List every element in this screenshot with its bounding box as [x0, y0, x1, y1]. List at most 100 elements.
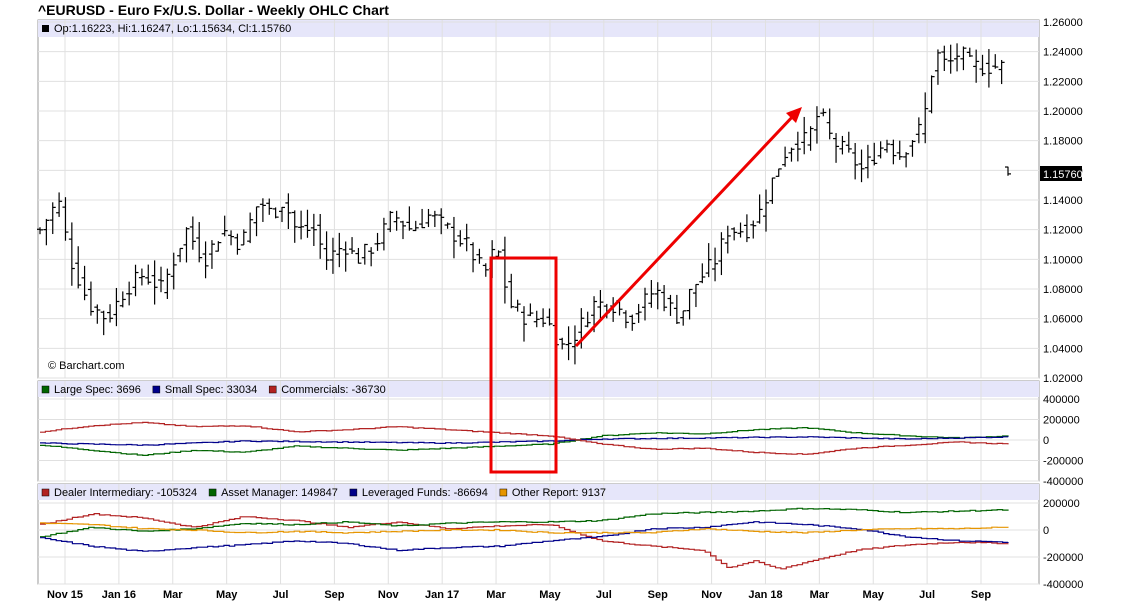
ohlc-bar — [890, 139, 897, 165]
ohlc-bar — [763, 189, 769, 232]
x-tick-label: Jul — [919, 589, 935, 601]
price-y-tick: 1.04000 — [1043, 343, 1083, 355]
ohlc-bar — [43, 218, 50, 246]
ohlc-bar — [349, 237, 356, 254]
ohlc-bar — [839, 135, 846, 155]
series-line-large-spec — [40, 427, 1009, 456]
legend-swatch — [41, 488, 50, 497]
ohlc-bar — [444, 222, 451, 229]
legend-label: Small Spec: 33034 — [165, 384, 257, 396]
ohlc-bar — [342, 241, 349, 272]
cot1-lines — [40, 421, 1009, 456]
ohlc-bar — [661, 285, 668, 312]
ohlc-bar — [279, 206, 285, 223]
ohlc-bar — [750, 220, 757, 239]
ohlc-bar — [998, 59, 1005, 85]
ohlc-bar — [820, 108, 827, 117]
ohlc-bar — [49, 202, 56, 235]
ohlc-bar — [699, 263, 706, 284]
series-line-dealer-intermediary — [40, 513, 1009, 570]
series-line-commercials — [40, 421, 1009, 455]
x-tick-label: May — [216, 589, 238, 601]
ohlc-bar — [266, 198, 273, 215]
ohlc-bar — [743, 214, 750, 243]
ohlc-bar — [546, 308, 553, 326]
ohlc-bar — [985, 49, 992, 88]
ohlc-bar — [393, 210, 400, 231]
ohlc-bar — [533, 310, 540, 328]
ohlc-bar — [62, 197, 69, 241]
price-y-tick: 1.08000 — [1043, 284, 1083, 296]
ohlc-bar — [705, 243, 712, 278]
ohlc-bar — [1005, 166, 1011, 176]
ohlc-bar — [947, 44, 954, 74]
ohlc-bar — [412, 220, 419, 232]
ohlc-bar — [234, 233, 241, 255]
x-tick-label: May — [863, 589, 885, 601]
ohlc-bar — [782, 146, 789, 167]
ohlc-bar — [960, 46, 967, 71]
legend-label: Commercials: -36730 — [281, 384, 386, 396]
ohlc-bar — [400, 220, 406, 240]
ohlc-bar — [501, 236, 508, 304]
ohlc-bar — [450, 216, 457, 259]
series-line-small-spec — [40, 436, 1009, 446]
legend-swatch — [499, 488, 508, 497]
ohlc-bar — [196, 222, 203, 263]
ohlc-bar — [629, 314, 636, 331]
ohlc-bar — [521, 306, 527, 342]
ohlc-bar — [877, 141, 884, 159]
x-tick-label: Sep — [971, 589, 991, 601]
cot2-panel — [37, 483, 1040, 585]
ohlc-bar — [202, 241, 209, 279]
ohlc-bar — [718, 232, 725, 276]
ohlc-bar — [622, 310, 629, 329]
annotation-box — [489, 256, 558, 474]
cot1-legend: Large Spec: 3696 Small Spec: 33034 Commerc… — [41, 384, 386, 396]
ohlc-bar — [597, 289, 604, 320]
ohlc-bar — [164, 268, 171, 299]
x-tick-label: Nov — [701, 589, 723, 601]
x-tick-label: Jan 17 — [425, 589, 459, 601]
ohlc-bar — [667, 294, 674, 316]
ohlc-bar — [285, 193, 292, 230]
ohlc-bar — [107, 304, 114, 323]
ohlc-bar — [508, 273, 515, 309]
x-tick-label: May — [539, 589, 561, 601]
cot-y-tick: -200000 — [1043, 552, 1083, 564]
x-tick-label: Nov 15 — [47, 589, 83, 601]
price-y-tick: 1.06000 — [1043, 314, 1083, 326]
cot2-legend-band — [38, 484, 1039, 500]
ohlc-bar — [298, 210, 305, 240]
ohlc-bar — [775, 168, 782, 177]
ohlc-bar — [75, 246, 82, 289]
x-tick-label: Mar — [163, 589, 183, 601]
x-tick-label: Sep — [648, 589, 668, 601]
ohlc-bar — [145, 264, 152, 285]
ohlc-bar — [813, 106, 820, 144]
x-axis-labels: Nov 15 Jan 16 Mar May Jul Sep Nov Jan 17 Mar May J… — [47, 589, 991, 601]
price-y-tick: 1.20000 — [1043, 106, 1083, 118]
ohlc-bar — [559, 337, 566, 350]
ohlc-bar — [81, 265, 88, 301]
price-y-tick: 1.26000 — [1043, 17, 1083, 29]
ohlc-bar — [431, 210, 438, 228]
ohlc-bar — [470, 242, 477, 273]
ohlc-bar — [654, 282, 661, 310]
x-tick-label: Jan 16 — [102, 589, 136, 601]
cot-y-tick: -200000 — [1043, 456, 1083, 468]
ohlc-bar — [896, 140, 903, 160]
ohlc-bar — [476, 248, 483, 264]
ohlc-bar — [692, 283, 699, 308]
ohlc-bar — [317, 214, 324, 259]
ohlc-bar — [457, 230, 464, 247]
ohlc-bar — [794, 131, 801, 162]
ohlc-bar — [966, 47, 973, 57]
cot-y-tick: 0 — [1043, 525, 1049, 537]
x-tick-label: Mar — [486, 589, 506, 601]
price-y-tick: 1.10000 — [1043, 254, 1083, 266]
ohlc-bar — [934, 49, 941, 85]
x-tick-label: Mar — [810, 589, 830, 601]
y-axis-labels: 1.260001.240001.220001.200001.180001.160… — [1043, 17, 1083, 591]
